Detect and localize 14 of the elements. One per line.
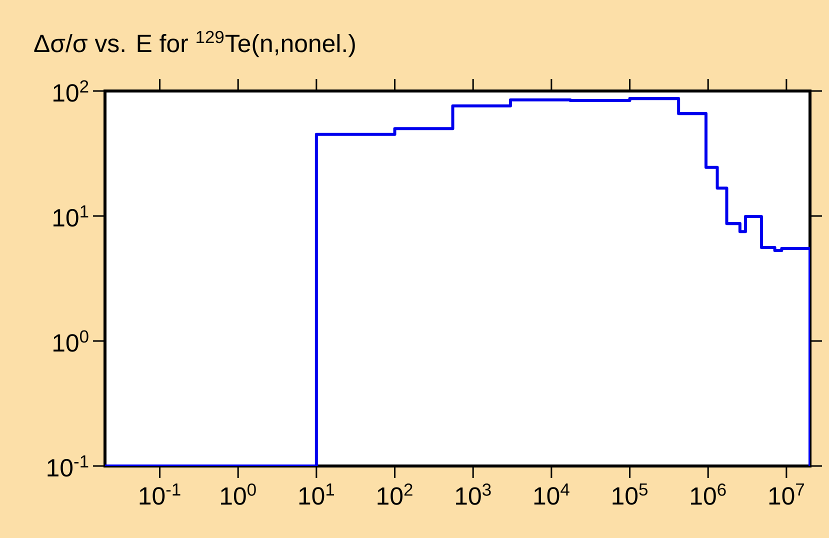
y-tick-label: 10$^{-1}$ (48, 455, 88, 477)
y-tick-label: 10$^{2}$ (54, 80, 88, 102)
x-tick-label: 10$^{3}$ (456, 483, 491, 505)
x-tick-label: 10$^{7}$ (769, 483, 804, 505)
x-tick-label: 10$^{4}$ (534, 483, 570, 505)
x-tick-label: 10$^{5}$ (612, 483, 648, 505)
x-tick-label: 10$^{2}$ (378, 483, 412, 505)
y-tick-label: 10$^{0}$ (54, 330, 88, 352)
chart-title: Δσ/σ vs. E for $^{129}$Te(n,nonel.) (34, 30, 355, 58)
x-tick-label: 10$^{-1}$ (140, 483, 180, 505)
x-tick-label: 10$^{0}$ (221, 483, 256, 505)
y-tick-label: 10$^{1}$ (54, 205, 88, 227)
x-tick-label: 10$^{6}$ (691, 483, 726, 505)
x-tick-label: 10$^{1}$ (299, 483, 334, 505)
